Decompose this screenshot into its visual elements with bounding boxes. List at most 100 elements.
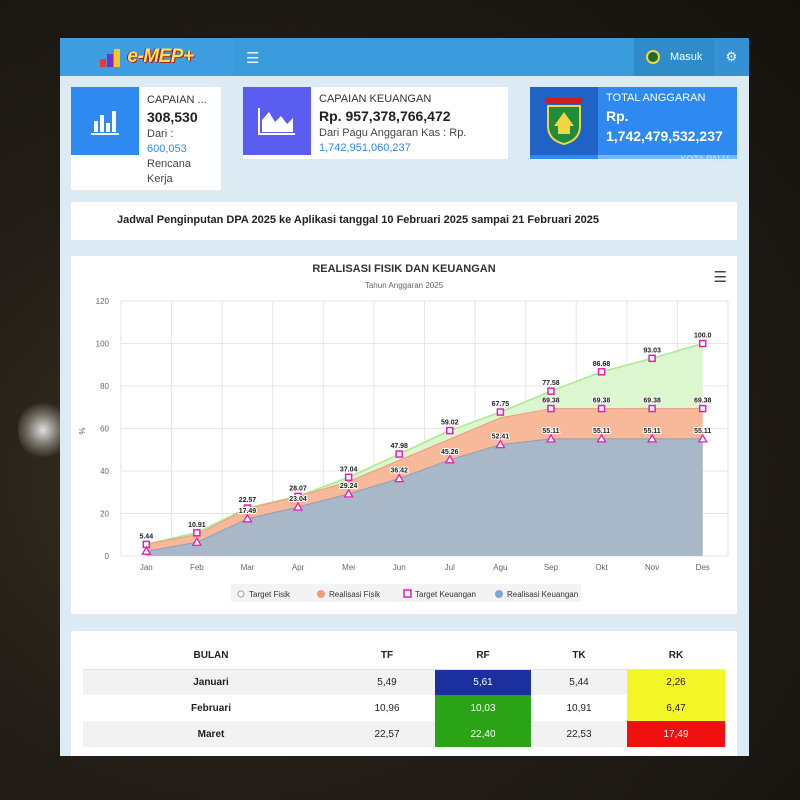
data-label-target-keuangan: 5.44 (139, 533, 153, 540)
point-realisasi-fisik (547, 404, 555, 413)
y-tick-label: 60 (100, 425, 109, 434)
y-axis-label: % (78, 427, 87, 434)
data-label-realisasi-fisik: 69.38 (542, 398, 560, 405)
card-sub: Dari : 600,053 Rencana Kerja (147, 127, 217, 187)
card-sub-prefix: Dari Pagu Anggaran Kas : Rp. (319, 127, 467, 139)
y-tick-label: 80 (100, 382, 109, 391)
data-label-realisasi-keuangan: 55.11 (542, 428, 559, 435)
card-total-anggaran: TOTAL ANGGARAN Rp. 1,742,479,532,237 KOT… (530, 87, 737, 164)
cell-tk: 22,53 (531, 721, 627, 747)
point-target-keuangan (597, 368, 606, 376)
x-tick-label: Jun (393, 563, 406, 572)
point-realisasi-keuangan (647, 433, 658, 443)
point-target-keuangan (193, 529, 201, 537)
x-tick-label: Feb (190, 563, 204, 572)
card-footer-bar (598, 155, 737, 159)
line-realisasi-fisik (146, 408, 703, 545)
y-tick-label: 0 (105, 552, 110, 561)
point-target-keuangan (344, 473, 353, 482)
point-target-keuangan (294, 492, 302, 501)
card-capaian-keuangan: CAPAIAN KEUANGAN Rp. 957,378,766,472 Dar… (243, 87, 508, 159)
cell-tf: 5,49 (339, 669, 435, 695)
data-label-realisasi-keuangan: 55.11 (694, 428, 711, 435)
point-target-keuangan (243, 504, 252, 512)
x-tick-label: Des (696, 563, 710, 572)
line-target-keuangan (146, 343, 703, 545)
cell-rk: 2,26 (627, 669, 725, 695)
table-row[interactable]: Januari 5,49 5,61 5,44 2,26 (83, 669, 725, 695)
point-realisasi-keuangan (292, 501, 304, 511)
data-label-realisasi-keuangan: 23.04 (289, 496, 307, 503)
card-sub-suffix: Rencana Kerja (147, 158, 192, 185)
brand-name: e-MEP+ (127, 46, 194, 67)
cell-rf: 10,03 (435, 695, 531, 721)
cell-rf: 22,40 (435, 721, 531, 747)
cell-rk: 6,47 (627, 695, 725, 721)
area-realisasi-keuangan (146, 438, 703, 556)
point-target-keuangan (496, 408, 505, 416)
data-label-target-keuangan: 93.03 (643, 347, 661, 354)
data-label-realisasi-keuangan: 55.11 (644, 428, 661, 435)
point-realisasi-keuangan (596, 433, 607, 443)
legend-label: Realisasi Fisik (329, 590, 381, 599)
top-navbar: e-MEP+ ☰ Masuk ⚙ (60, 38, 749, 76)
hamburger-icon[interactable]: ☰ (246, 50, 260, 67)
brand-logo[interactable]: e-MEP+ (60, 38, 234, 76)
data-label-realisasi-keuangan: 55.11 (593, 428, 610, 435)
card-title: CAPAIAN ... (147, 94, 207, 106)
data-label-realisasi-fisik: 69.38 (593, 398, 611, 405)
chart-title: REALISASI FISIK DAN KEUANGAN (312, 263, 495, 275)
card-footer-label: KOTA PALU (680, 154, 729, 164)
point-realisasi-keuangan (545, 433, 557, 443)
background-light-spot (18, 400, 68, 460)
col-header-tk: TK (531, 643, 627, 670)
data-label-target-keuangan: 47.98 (390, 443, 408, 450)
point-realisasi-fisik (648, 404, 656, 413)
chart-subtitle: Tahun Anggaran 2025 (365, 281, 444, 290)
col-header-rk: RK (627, 643, 725, 670)
data-label-realisasi-keuangan: 52.41 (492, 434, 510, 441)
point-realisasi-keuangan (394, 473, 405, 483)
x-tick-label: Mar (241, 563, 255, 572)
y-tick-label: 20 (100, 510, 109, 519)
cell-bulan: Januari (83, 669, 339, 695)
point-realisasi-keuangan (141, 545, 152, 555)
data-label-target-keuangan: 22.57 (239, 497, 257, 504)
data-label-target-keuangan: 100.0 (694, 333, 712, 340)
gear-icon: ⚙ (725, 49, 738, 64)
point-realisasi-keuangan (444, 454, 455, 464)
data-label-realisasi-keuangan: 17.49 (239, 508, 257, 515)
data-label-realisasi-keuangan: 45.26 (441, 449, 459, 456)
legend-label: Realisasi Keuangan (507, 590, 578, 599)
chart-card: ☰ REALISASI FISIK DAN KEUANGAN Tahun Angg… (71, 256, 737, 614)
data-label-target-keuangan: 59.02 (441, 420, 459, 427)
card-sub-value: 600,053 (147, 143, 187, 155)
data-label-target-keuangan: 10.91 (188, 522, 206, 529)
card-value: Rp. 957,378,766,472 (319, 108, 451, 124)
card-value: 1,742,479,532,237 (606, 128, 723, 144)
x-tick-label: Jul (445, 563, 455, 572)
table-row[interactable]: Maret 22,57 22,40 22,53 17,49 (83, 721, 725, 747)
col-header-rf: RF (435, 643, 531, 670)
table-row[interactable]: Februari 10,96 10,03 10,91 6,47 (83, 695, 725, 721)
cell-rk: 17,49 (627, 721, 725, 747)
cell-tf: 22,57 (339, 721, 435, 747)
data-label-target-keuangan: 77.58 (542, 380, 560, 387)
data-label-target-keuangan: 67.75 (492, 401, 510, 408)
point-target-keuangan (648, 354, 656, 363)
point-realisasi-keuangan (697, 433, 708, 443)
x-tick-label: Nov (645, 563, 659, 572)
cell-bulan: Februari (190, 702, 231, 714)
y-tick-label: 40 (100, 467, 109, 476)
cell-rf: 5,61 (435, 669, 531, 695)
chart-menu-icon[interactable]: ☰ (713, 269, 727, 286)
card-value-currency: Rp. (606, 108, 629, 124)
x-tick-label: Apr (292, 563, 305, 572)
point-target-keuangan (698, 339, 707, 348)
data-label-realisasi-fisik: 69.38 (694, 398, 712, 405)
legend-marker (495, 590, 503, 598)
settings-button[interactable]: ⚙ (714, 38, 749, 76)
regional-emblem-icon (530, 87, 598, 155)
login-button[interactable]: Masuk (634, 38, 714, 76)
point-target-keuangan (395, 450, 403, 458)
